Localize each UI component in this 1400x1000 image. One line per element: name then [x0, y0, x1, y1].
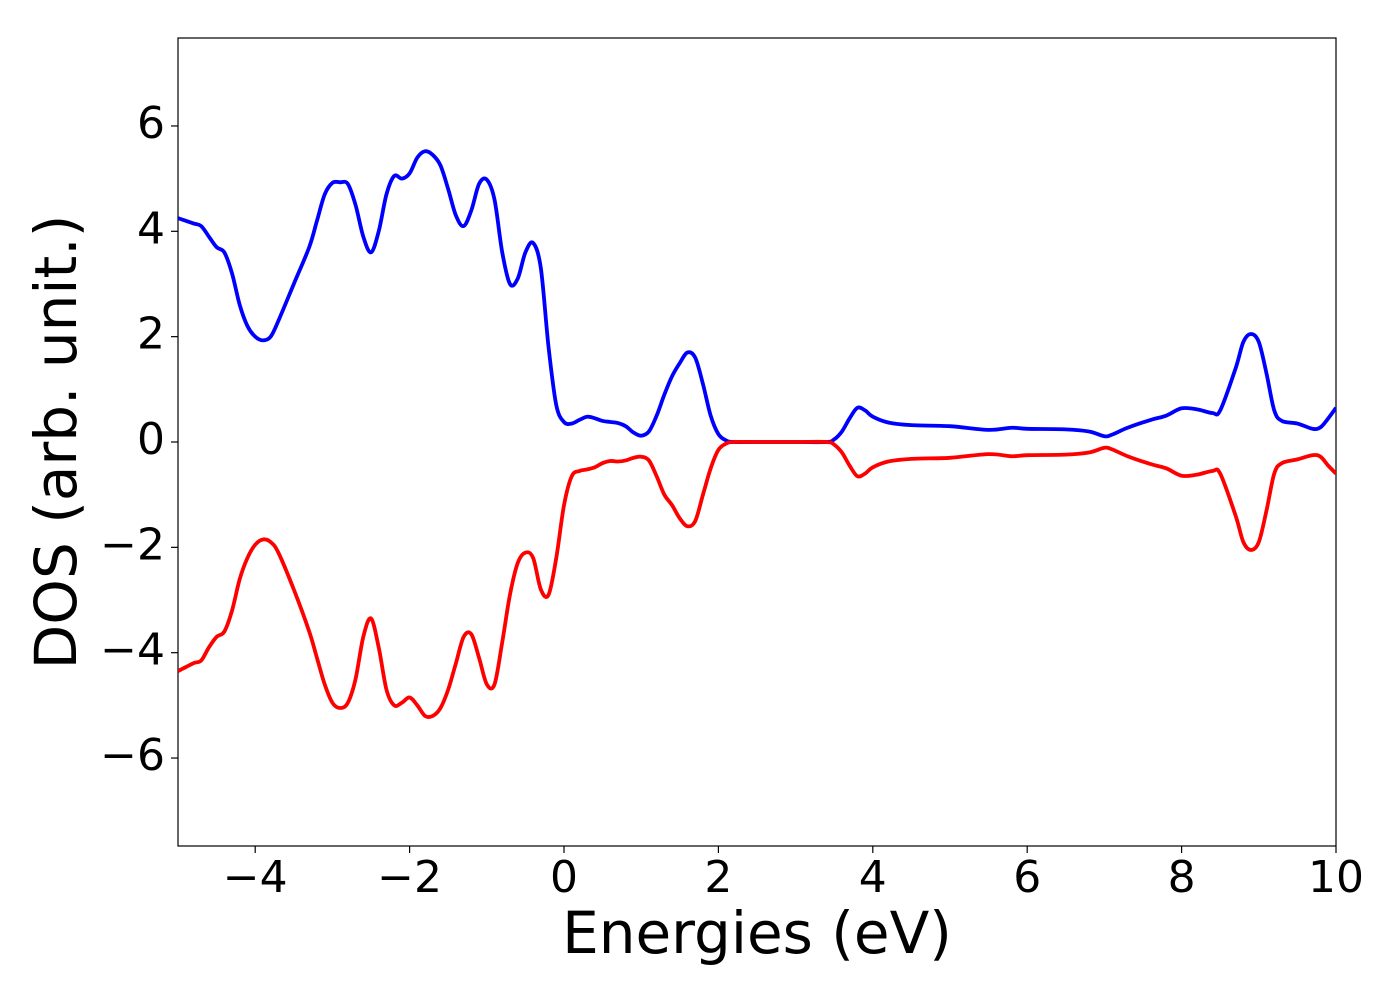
x-tick-label: 10 — [1308, 852, 1364, 903]
y-tick-label: 2 — [137, 309, 165, 360]
x-tick-label: −2 — [377, 852, 442, 903]
line-series — [178, 149, 1336, 445]
x-tick-label: 2 — [704, 852, 732, 903]
y-tick-label: 4 — [137, 203, 165, 254]
x-tick-label: −4 — [223, 852, 288, 903]
y-tick-label: −4 — [100, 625, 165, 676]
line-series — [178, 439, 1336, 719]
y-tick-label: −2 — [100, 519, 165, 570]
y-axis-label: DOS (arb. unit.) — [22, 215, 90, 670]
y-tick-label: 0 — [137, 414, 165, 465]
x-tick-label: 4 — [859, 852, 887, 903]
x-axis-label: Energies (eV) — [562, 899, 952, 967]
y-tick-label: −6 — [100, 730, 165, 781]
x-tick-label: 8 — [1168, 852, 1196, 903]
y-tick-label: 6 — [137, 98, 165, 149]
x-tick-label: 6 — [1013, 852, 1041, 903]
x-tick-label: 0 — [550, 852, 578, 903]
